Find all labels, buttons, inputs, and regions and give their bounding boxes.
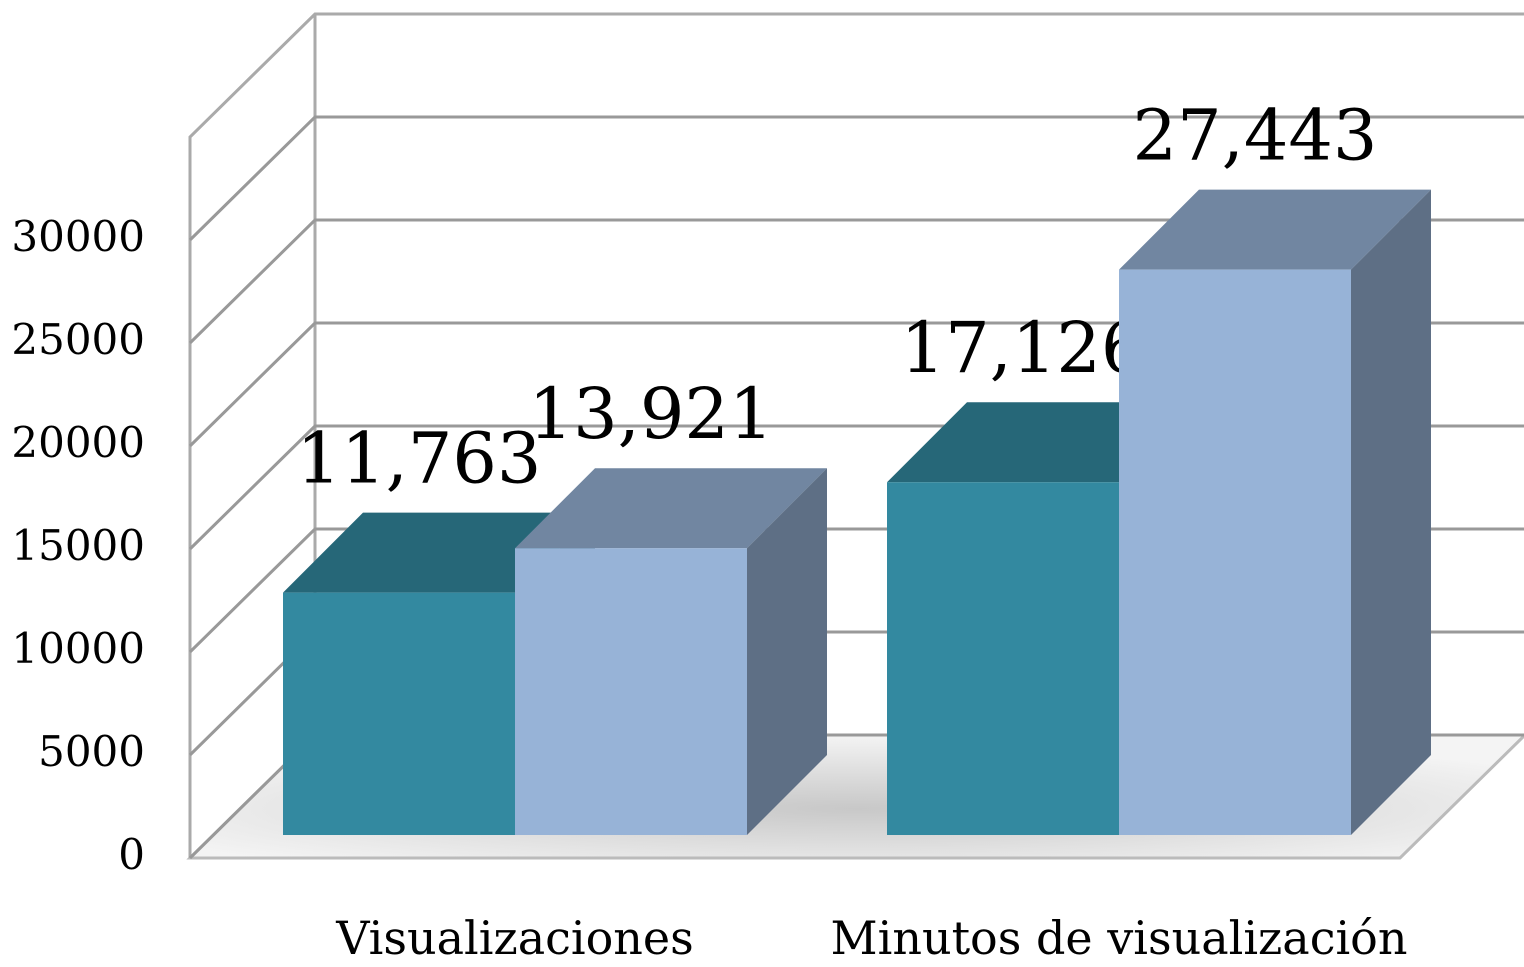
- bar-front: [515, 548, 747, 835]
- x-tick-label: Visualizaciones: [335, 911, 694, 965]
- grid-line: [188, 115, 1524, 242]
- bar-side: [747, 468, 827, 835]
- value-label: 11,763: [297, 418, 542, 500]
- bar: [515, 468, 827, 835]
- y-tick-label: 30000: [11, 212, 145, 261]
- bar-front: [887, 482, 1119, 835]
- value-label: 17,126: [901, 307, 1146, 389]
- value-label: 27,443: [1133, 95, 1378, 177]
- y-tick-label: 25000: [11, 315, 145, 364]
- bar-side: [1351, 189, 1431, 835]
- bar-top: [1119, 189, 1431, 270]
- wall-edge: [188, 12, 1524, 858]
- bar-front: [1119, 269, 1351, 835]
- y-tick-label: 20000: [11, 418, 145, 467]
- y-tick-label: 5000: [38, 727, 145, 776]
- y-tick-label: 0: [118, 830, 145, 879]
- bar-front: [283, 592, 515, 835]
- x-tick-label: Minutos de visualización: [831, 911, 1408, 965]
- y-tick-label: 10000: [11, 624, 145, 673]
- value-label: 13,921: [529, 373, 774, 455]
- bar: [1119, 189, 1431, 835]
- bar-top: [515, 468, 827, 549]
- y-tick-label: 15000: [11, 521, 145, 570]
- grid-line: [188, 218, 1524, 345]
